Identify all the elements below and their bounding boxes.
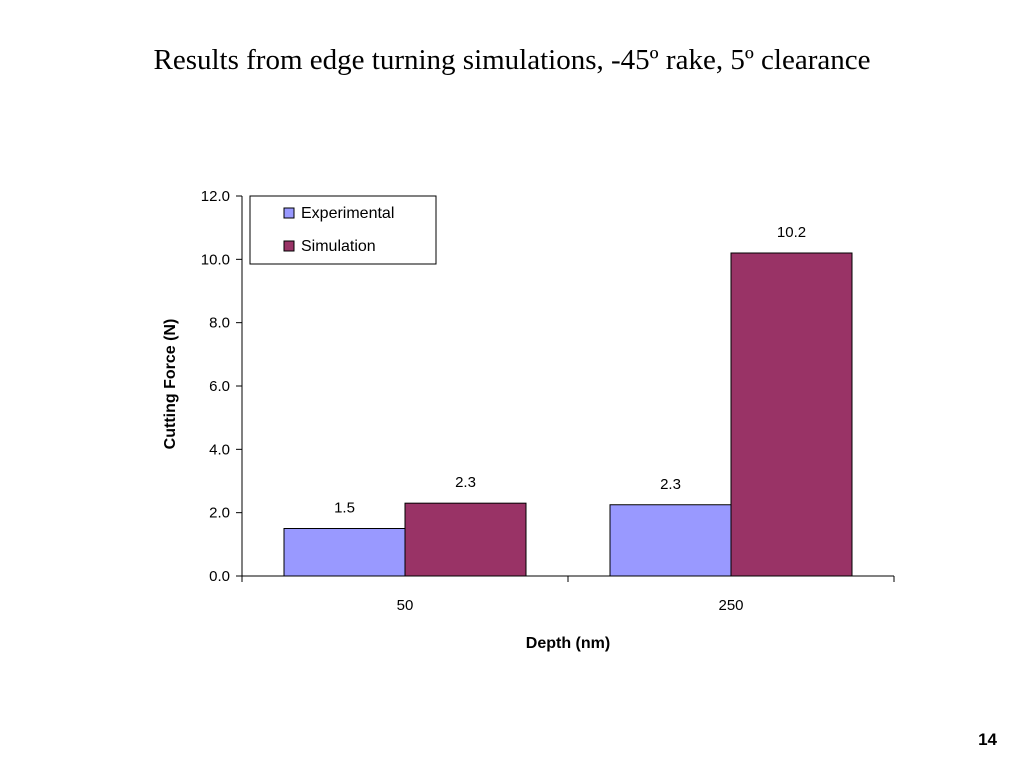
data-label: 2.3 bbox=[455, 474, 476, 491]
bar-simulation-50 bbox=[404, 502, 527, 577]
data-label: 2.3 bbox=[660, 476, 681, 493]
y-tick-label: 2.0 bbox=[209, 505, 230, 522]
legend-label-experimental: Experimental bbox=[301, 205, 394, 222]
x-axis-title: Depth (nm) bbox=[526, 635, 610, 652]
legend-swatch-simulation bbox=[283, 240, 295, 252]
x-tick-label: 250 bbox=[718, 597, 743, 614]
y-tick-label: 8.0 bbox=[209, 315, 230, 332]
data-label: 1.5 bbox=[334, 500, 355, 517]
bar-simulation-250 bbox=[730, 252, 853, 577]
y-tick-label: 0.0 bbox=[209, 568, 230, 585]
x-tick-label: 50 bbox=[397, 597, 414, 614]
bar-experimental-50 bbox=[283, 528, 406, 577]
y-tick-label: 4.0 bbox=[209, 441, 230, 458]
data-label: 10.2 bbox=[777, 224, 806, 241]
y-tick-label: 12.0 bbox=[201, 188, 230, 205]
legend-swatch-experimental bbox=[283, 207, 295, 219]
slide-title: Results from edge turning simulations, -… bbox=[153, 44, 871, 76]
y-axis-title: Cutting Force (N) bbox=[162, 319, 179, 450]
legend-label-simulation: Simulation bbox=[301, 238, 376, 255]
legend-box bbox=[249, 195, 437, 265]
y-tick-label: 10.0 bbox=[201, 251, 230, 268]
y-tick-label: 6.0 bbox=[209, 378, 230, 395]
bar-experimental-250 bbox=[609, 504, 732, 577]
page-number: 14 bbox=[978, 730, 997, 749]
